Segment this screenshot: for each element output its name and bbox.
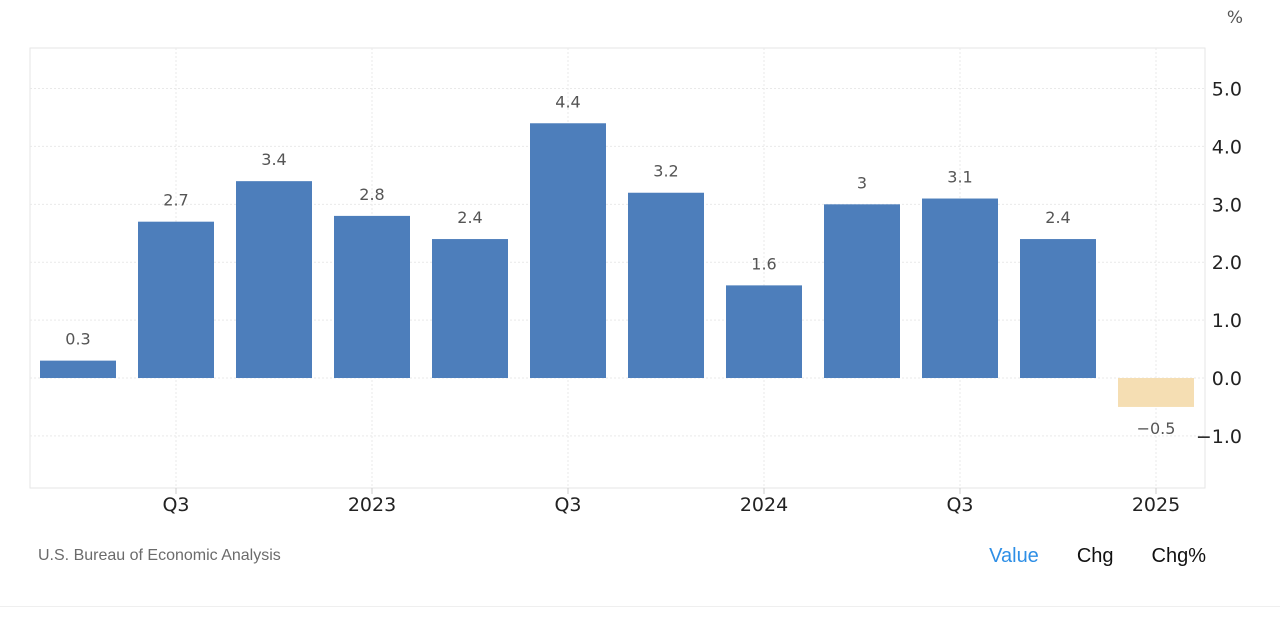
bar — [922, 198, 998, 378]
data-label: 4.4 — [555, 92, 580, 111]
y-tick-label: 2.0 — [1212, 252, 1242, 274]
y-tick-label: 4.0 — [1212, 136, 1242, 158]
view-toggle-group: Value Chg Chg% — [989, 545, 1206, 568]
plot-frame — [29, 47, 1206, 489]
data-label: 2.8 — [359, 185, 384, 204]
source-label: U.S. Bureau of Economic Analysis — [38, 547, 281, 564]
bar — [1118, 378, 1194, 407]
data-label: 3.1 — [947, 168, 972, 187]
bar — [628, 192, 704, 378]
data-label: 3 — [857, 173, 867, 192]
data-label: 1.6 — [751, 254, 776, 273]
chg-pct-toggle[interactable]: Chg% — [1151, 545, 1206, 567]
y-tick-label: 1.0 — [1212, 310, 1242, 332]
bar — [334, 215, 410, 378]
data-label: −0.5 — [1137, 419, 1176, 438]
data-label: 2.4 — [1045, 208, 1070, 227]
bar — [530, 123, 606, 379]
y-tick-label: 3.0 — [1212, 194, 1242, 216]
data-label: 2.7 — [163, 191, 188, 210]
bar — [40, 360, 116, 378]
data-label: 2.4 — [457, 208, 482, 227]
footer-divider — [0, 606, 1280, 607]
x-tick-label: 2025 — [1132, 494, 1180, 516]
bar — [824, 204, 900, 378]
bar — [1020, 239, 1096, 378]
data-label: 3.2 — [653, 162, 678, 181]
data-label: 3.4 — [261, 150, 286, 169]
x-tick-label: 2023 — [348, 494, 396, 516]
data-label: 0.3 — [65, 330, 90, 349]
y-tick-label: 5.0 — [1212, 79, 1242, 101]
value-toggle[interactable]: Value — [989, 545, 1039, 567]
chg-toggle[interactable]: Chg — [1076, 545, 1114, 567]
unit-label: % — [1227, 8, 1243, 28]
x-tick-label: Q3 — [162, 494, 189, 516]
x-tick-label: 2024 — [740, 494, 788, 516]
x-tick-label: Q3 — [946, 494, 973, 516]
bar — [432, 239, 508, 378]
bar — [138, 221, 214, 378]
bar — [236, 181, 312, 378]
y-tick-label: −1.0 — [1196, 426, 1242, 448]
y-tick-label: 0.0 — [1212, 368, 1242, 390]
bar — [726, 285, 802, 378]
x-tick-label: Q3 — [554, 494, 581, 516]
